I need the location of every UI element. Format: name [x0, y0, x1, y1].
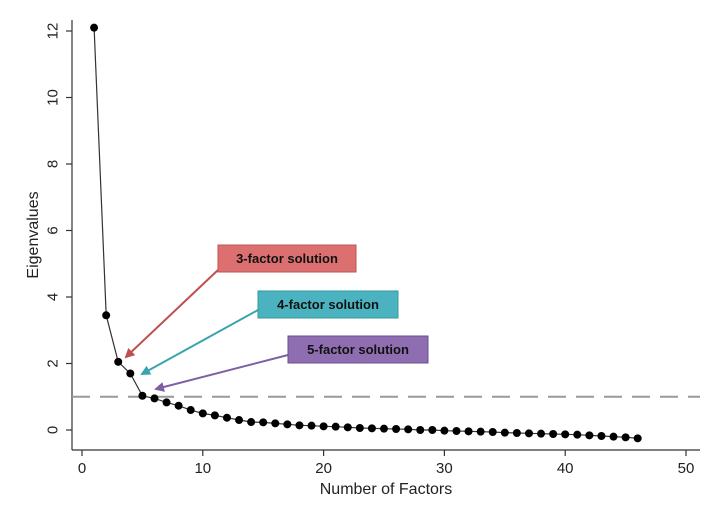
data-point: [174, 401, 183, 410]
x-tick-label: 10: [194, 460, 211, 477]
annotation-4-factor: 4-factor solution: [140, 290, 399, 375]
annotation-5-factor-box: [287, 335, 429, 364]
annotation-5-factor: 5-factor solution: [154, 335, 429, 392]
data-point: [319, 422, 328, 431]
y-tick-label: 6: [44, 226, 61, 234]
y-tick-label: 8: [44, 160, 61, 168]
data-point: [343, 423, 352, 432]
data-point: [102, 311, 111, 320]
annotation-3-factor-label: 3-factor solution: [236, 251, 338, 266]
data-point: [138, 391, 147, 400]
data-point: [283, 420, 292, 429]
data-point: [621, 433, 630, 442]
y-tick-label: 10: [44, 89, 61, 106]
data-point: [452, 426, 461, 435]
data-point: [380, 424, 388, 433]
data-point: [573, 430, 582, 439]
y-tick-label: 2: [44, 359, 61, 367]
data-point: [404, 425, 413, 434]
data-point: [235, 416, 244, 425]
data-point: [500, 428, 509, 437]
data-point: [549, 429, 558, 438]
data-point: [271, 419, 280, 428]
data-point: [198, 409, 207, 418]
x-tick-label: 0: [78, 460, 86, 477]
data-point: [524, 429, 533, 438]
data-point: [367, 424, 376, 433]
data-point: [259, 418, 268, 427]
x-tick-label: 30: [436, 460, 453, 477]
x-tick-label: 20: [315, 460, 332, 477]
annotation-4-factor-arrow: [140, 309, 259, 375]
annotation-3-factor-arrow: [124, 269, 219, 359]
x-axis-ticks: 0 10 20 30 40 50: [78, 450, 695, 477]
y-axis-ticks: 0 2 4 6 8 10 12: [44, 23, 72, 434]
data-point: [428, 426, 437, 434]
data-point: [331, 422, 340, 431]
y-axis-title: Eigenvalues: [25, 191, 42, 278]
data-points: [90, 23, 642, 443]
data-point: [440, 426, 449, 435]
data-point: [210, 411, 219, 420]
data-point: [512, 428, 521, 437]
data-point: [186, 406, 195, 415]
data-point: [633, 434, 642, 443]
y-tick-label: 0: [44, 426, 61, 434]
annotation-5-factor-label: 5-factor solution: [307, 342, 409, 357]
data-point: [114, 357, 123, 366]
y-tick-label: 4: [44, 293, 61, 301]
data-point: [464, 427, 473, 436]
data-point: [126, 369, 135, 378]
data-point: [150, 394, 159, 403]
annotation-4-factor-box: [257, 290, 399, 319]
data-point: [295, 421, 304, 430]
data-point: [585, 431, 594, 440]
series-line: [93, 27, 638, 439]
data-point: [392, 425, 401, 434]
data-point: [90, 23, 99, 32]
data-point: [162, 398, 171, 407]
annotation-4-factor-label: 4-factor solution: [277, 297, 379, 312]
annotation-3-factor: 3-factor solution: [124, 244, 357, 359]
data-point: [222, 413, 231, 422]
data-point: [488, 427, 497, 436]
data-point: [561, 430, 570, 439]
data-point: [247, 418, 256, 427]
data-point: [537, 429, 546, 438]
annotation-5-factor-arrow: [154, 354, 289, 392]
x-tick-label: 40: [557, 460, 574, 477]
data-point: [476, 427, 485, 436]
x-axis-title: Number of Factors: [320, 481, 452, 498]
data-point: [609, 432, 618, 441]
y-tick-label: 12: [44, 23, 61, 40]
data-point: [307, 421, 316, 430]
data-point: [416, 426, 425, 434]
data-point: [597, 431, 606, 440]
annotation-3-factor-box: [217, 244, 357, 273]
x-tick-label: 50: [678, 460, 695, 477]
data-point: [355, 424, 364, 433]
